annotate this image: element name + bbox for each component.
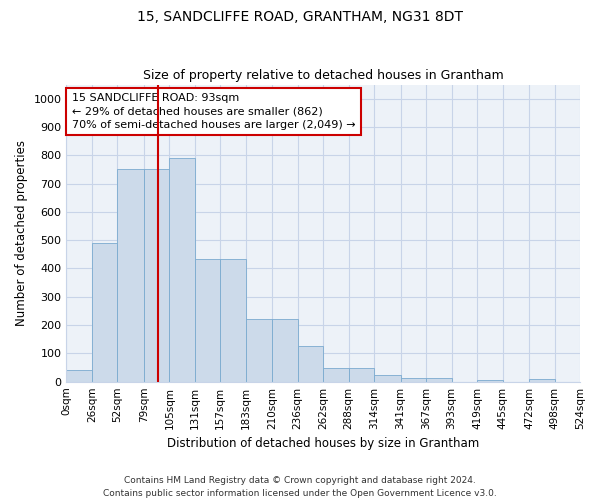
Y-axis label: Number of detached properties: Number of detached properties: [15, 140, 28, 326]
Text: 15, SANDCLIFFE ROAD, GRANTHAM, NG31 8DT: 15, SANDCLIFFE ROAD, GRANTHAM, NG31 8DT: [137, 10, 463, 24]
Bar: [477, 380, 503, 382]
Text: 15 SANDCLIFFE ROAD: 93sqm
← 29% of detached houses are smaller (862)
70% of semi: 15 SANDCLIFFE ROAD: 93sqm ← 29% of detac…: [71, 94, 355, 130]
Bar: [169, 158, 195, 382]
X-axis label: Distribution of detached houses by size in Grantham: Distribution of detached houses by size …: [167, 437, 479, 450]
Bar: [529, 379, 554, 382]
Bar: [401, 378, 426, 382]
Title: Size of property relative to detached houses in Grantham: Size of property relative to detached ho…: [143, 69, 503, 82]
Bar: [349, 368, 374, 382]
Bar: [144, 170, 169, 382]
Text: Contains HM Land Registry data © Crown copyright and database right 2024.
Contai: Contains HM Land Registry data © Crown c…: [103, 476, 497, 498]
Bar: [220, 258, 246, 382]
Bar: [195, 258, 220, 382]
Bar: [92, 243, 118, 382]
Bar: [246, 320, 272, 382]
Bar: [374, 374, 401, 382]
Bar: [323, 368, 349, 382]
Bar: [118, 170, 144, 382]
Bar: [272, 320, 298, 382]
Bar: [67, 370, 92, 382]
Bar: [298, 346, 323, 382]
Bar: [426, 378, 452, 382]
